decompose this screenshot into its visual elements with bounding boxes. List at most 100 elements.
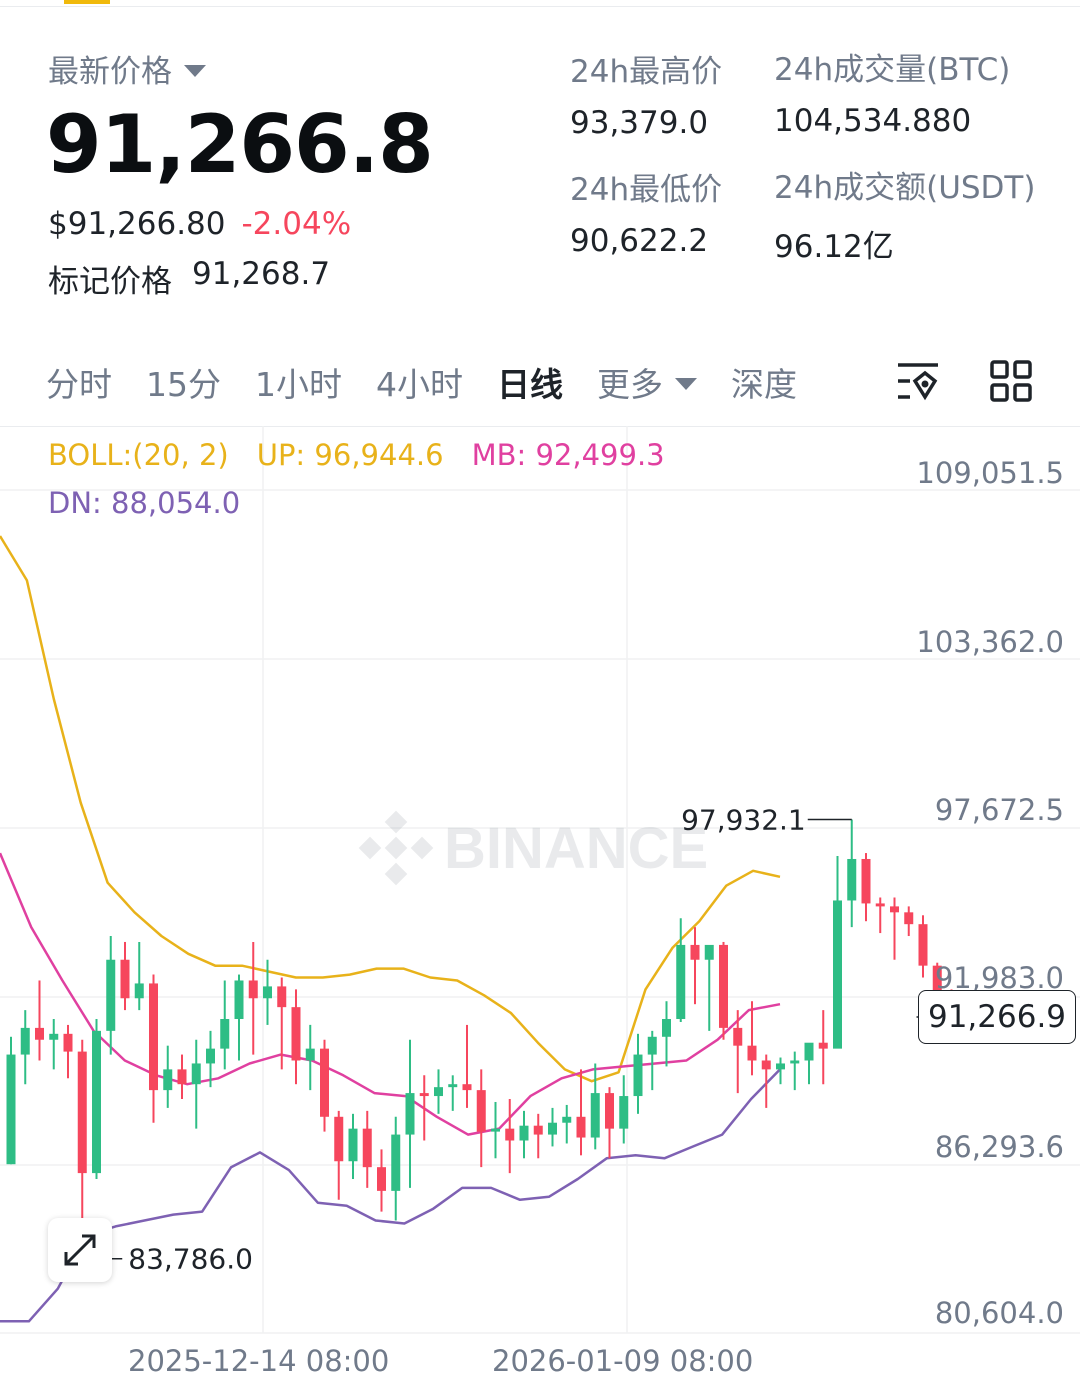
expand-icon (64, 1234, 96, 1266)
candle-body (419, 1093, 429, 1097)
mark-price-row[interactable]: 标记价格 91,268.7 (48, 256, 330, 301)
candle-up (704, 944, 714, 1031)
candle-up (519, 1110, 529, 1159)
chart-settings-icon[interactable] (896, 360, 940, 404)
stat-24h-volume-usdt: 24h成交额(USDT) 96.12亿 (774, 162, 1035, 266)
boll-legend[interactable]: BOLL:(20, 2) UP: 96,944.6 MB: 92,499.3 (48, 438, 665, 472)
candle-up (234, 974, 244, 1061)
candle-body (847, 858, 857, 901)
candle-up (847, 819, 857, 928)
candle-down (904, 906, 914, 937)
stat-label: 24h最高价 (570, 54, 723, 90)
candle-body (320, 1048, 329, 1117)
candle-down (419, 1075, 429, 1141)
candle-body (462, 1084, 472, 1091)
grid-layout-icon[interactable] (990, 360, 1032, 402)
tab-1h[interactable]: 1小时 (255, 365, 342, 404)
x-tick-label: 2026-01-09 08:00 (492, 1344, 754, 1378)
candle-body (904, 912, 914, 925)
candle-down (747, 1001, 757, 1076)
candle-body (676, 944, 686, 1020)
tabs-divider (0, 426, 1080, 427)
candle-body (305, 1048, 315, 1061)
candle-body (106, 959, 116, 1031)
candle-down (605, 1087, 614, 1159)
boll-lower-line (0, 1068, 781, 1323)
candle-down (320, 1039, 329, 1132)
candle-up (191, 1039, 201, 1129)
candle-up (106, 936, 116, 1055)
tab-timeline[interactable]: 分时 (46, 365, 112, 404)
candle-body (662, 1019, 671, 1037)
candle-body (790, 1060, 800, 1064)
candle-body (861, 858, 871, 904)
candle-down (77, 1039, 87, 1239)
candle-up (434, 1069, 443, 1114)
tab-depth[interactable]: 深度 (731, 365, 797, 404)
candle-body (747, 1045, 757, 1061)
candle-body (206, 1048, 215, 1064)
current-price-tag[interactable]: 91,266.9 (918, 990, 1076, 1044)
candle-body (918, 924, 928, 966)
candle-body (690, 944, 700, 960)
candle-down (761, 1054, 771, 1108)
latest-price-selector[interactable]: 最新价格 (48, 46, 206, 91)
candle-body (719, 944, 728, 1028)
low-marker-label: 83,786.0 (128, 1243, 253, 1276)
candle-up (92, 1019, 101, 1180)
candle-up (619, 1075, 629, 1144)
stat-value: 96.12亿 (774, 229, 894, 265)
y-tick-label: 103,362.0 (916, 625, 1064, 659)
candle-body (149, 983, 158, 1091)
candle-down (690, 927, 700, 1005)
candle-up (391, 1116, 401, 1221)
interval-tabs: 分时 15分 1小时 4小时 日线 更多 深度 (46, 352, 831, 412)
candle-body (191, 1063, 201, 1085)
candle-body (177, 1069, 187, 1085)
candle-body (491, 1128, 500, 1132)
candle-down (334, 1110, 344, 1200)
bollinger-bands (0, 535, 781, 1323)
candle-up (790, 1051, 800, 1091)
candle-down (818, 1010, 828, 1085)
candle-up (633, 1033, 643, 1114)
candle-up (49, 1019, 59, 1070)
candle-body (362, 1128, 372, 1168)
top-divider (0, 6, 1080, 7)
candle-body (533, 1125, 543, 1135)
candle-body (890, 906, 899, 913)
candle-body (448, 1084, 458, 1088)
tab-more[interactable]: 更多 (597, 358, 697, 406)
candle-down (733, 1010, 743, 1094)
candle-down (291, 989, 301, 1085)
usd-price: $91,266.80 (48, 206, 226, 242)
candle-down (120, 941, 130, 1011)
stat-24h-high: 24h最高价 93,379.0 (570, 46, 722, 141)
candle-down (149, 974, 158, 1123)
tab-15m[interactable]: 15分 (146, 365, 221, 404)
candle-body (391, 1134, 401, 1191)
candle-body (35, 1027, 44, 1040)
mark-price-value: 91,268.7 (192, 256, 331, 292)
stat-24h-low: 24h最低价 90,622.2 (570, 164, 722, 259)
stat-24h-volume-btc: 24h成交量(BTC) 104,534.880 (774, 44, 1010, 139)
candle-down (861, 853, 871, 922)
candle-body (833, 900, 842, 1049)
candle-body (163, 1069, 173, 1091)
tab-1d[interactable]: 日线 (497, 365, 563, 404)
boll-upper-line (0, 535, 781, 1083)
expand-chart-button[interactable] (48, 1218, 112, 1282)
candle-up (163, 1045, 173, 1108)
candle-up (776, 1057, 785, 1085)
candle-body (932, 965, 942, 993)
candle-body (248, 980, 258, 999)
candle-down (875, 897, 885, 934)
candle-body (476, 1090, 486, 1132)
candles (6, 819, 956, 1239)
candle-body (733, 1027, 743, 1046)
candle-down (377, 1149, 386, 1212)
tab-4h[interactable]: 4小时 (376, 365, 463, 404)
candle-body (704, 944, 714, 960)
candle-body (263, 986, 272, 999)
